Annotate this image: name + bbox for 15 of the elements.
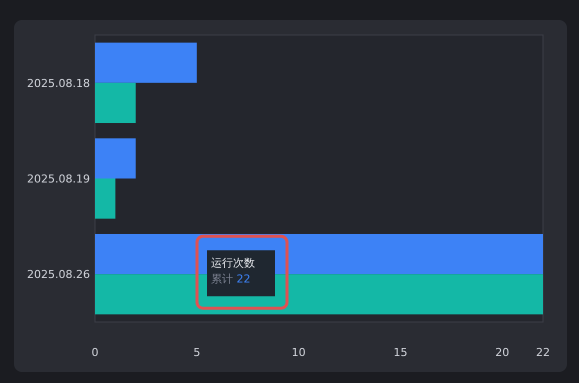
y-tick-label: 2025.08.19	[27, 172, 90, 186]
bar	[95, 138, 136, 178]
x-tick-label: 22	[536, 346, 550, 359]
x-tick-label: 0	[92, 346, 98, 359]
x-tick-label: 10	[292, 346, 306, 359]
bar	[95, 82, 136, 124]
annotation: 运行次数	[211, 256, 255, 270]
x-tick-label: 20	[495, 346, 510, 359]
bar	[95, 42, 197, 83]
x-tick-label: 15	[393, 346, 408, 359]
bar	[95, 178, 116, 219]
annotation: 累计 22	[211, 272, 250, 286]
y-tick-label: 2025.08.26	[27, 268, 90, 282]
y-tick-label: 2025.08.18	[27, 76, 90, 90]
x-tick-label: 5	[193, 346, 200, 359]
